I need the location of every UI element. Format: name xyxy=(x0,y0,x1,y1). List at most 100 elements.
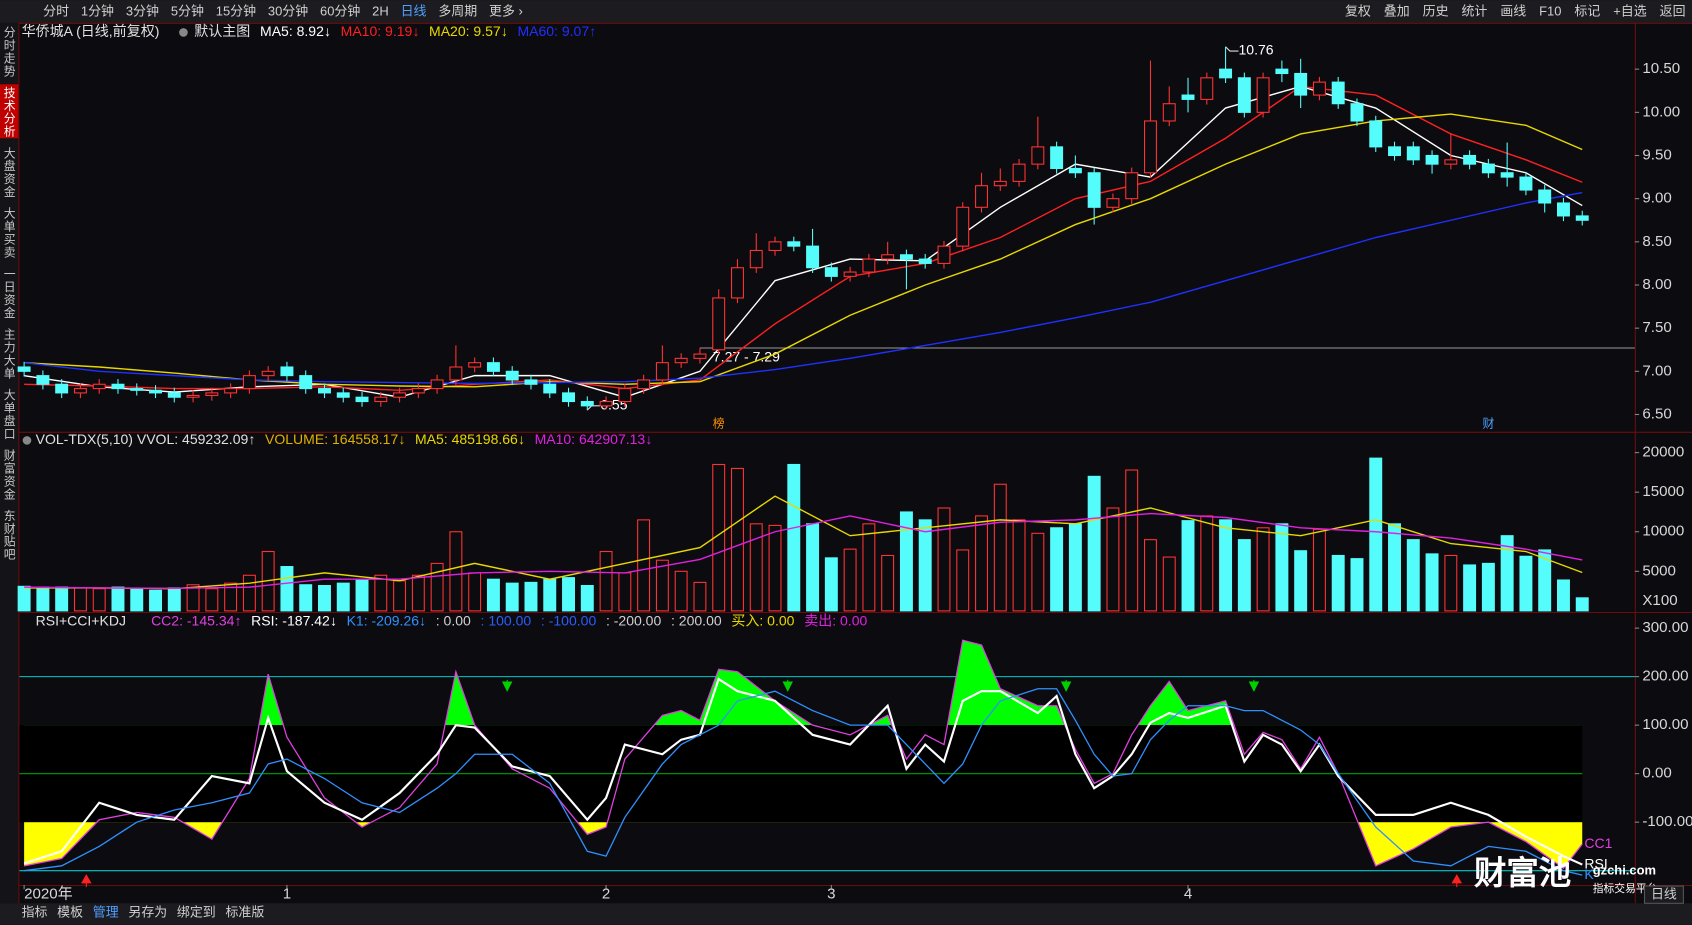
volume-bar xyxy=(599,550,613,612)
tool-button[interactable]: 画线 xyxy=(1500,3,1526,18)
y-tick-label: 20000 xyxy=(1642,444,1684,461)
bottom-tab[interactable]: 绑定到 xyxy=(177,904,216,919)
tool-button[interactable]: 返回 xyxy=(1660,3,1686,18)
y-tick-label: 300.00 xyxy=(1642,619,1688,636)
period-button[interactable]: 日线 xyxy=(401,3,427,18)
x-tick-label: 4 xyxy=(1184,886,1192,903)
candle-body xyxy=(881,254,895,260)
volume-bar xyxy=(712,463,726,612)
bottom-tab[interactable]: 指标 xyxy=(22,904,48,919)
bottom-tab[interactable]: 标准版 xyxy=(225,904,264,919)
volume-bar xyxy=(1012,519,1026,612)
volume-bar xyxy=(1219,519,1233,612)
tool-button[interactable]: F10 xyxy=(1539,3,1561,18)
sell-arrows xyxy=(501,679,1260,692)
volume-bar xyxy=(693,581,707,612)
volume-bar xyxy=(1144,539,1157,612)
candle-body xyxy=(242,375,256,390)
period-button[interactable]: 15分钟 xyxy=(216,3,256,18)
watermark-brand: 财富池 xyxy=(1474,855,1571,891)
candle-body xyxy=(1369,120,1383,148)
volume-bar xyxy=(1181,520,1195,612)
x-tick-label: 2 xyxy=(602,886,610,903)
volume-bar xyxy=(1125,469,1139,612)
sidebar-tab[interactable]: 财富资金 xyxy=(2,448,16,500)
level-label: : 200.00 xyxy=(671,612,722,628)
period-box[interactable] xyxy=(1643,885,1684,904)
sidebar-tab[interactable]: 大盘资金 xyxy=(2,146,16,198)
volume-title: VOL-TDX(5,10) VVOL: 459232.09↑ xyxy=(36,431,256,447)
period-button[interactable]: 更多 › xyxy=(489,3,523,18)
volume-bar xyxy=(449,531,463,612)
y-tick-label: 200.00 xyxy=(1642,668,1688,685)
sidebar-tab[interactable]: 一日资金 xyxy=(2,268,16,320)
period-label[interactable]: 日线 xyxy=(1651,887,1677,902)
candle-body xyxy=(92,383,106,390)
candle-body xyxy=(1500,172,1514,178)
menu-dot xyxy=(22,436,32,445)
tool-button[interactable]: 历史 xyxy=(1423,3,1449,18)
period-button[interactable]: 多周期 xyxy=(438,3,477,18)
tool-button[interactable]: 复权 xyxy=(1345,3,1371,18)
volume-bar xyxy=(956,549,970,612)
candle-body xyxy=(111,383,125,390)
watermark-tagline: 指标交易平台 xyxy=(1593,882,1658,895)
sidebar-tab[interactable]: 技术分析 xyxy=(2,86,16,138)
period-button[interactable]: 分时 xyxy=(43,3,69,18)
legend-entry: MA20: 9.57↓ xyxy=(429,23,508,39)
sidebar-tab[interactable]: 主力大单 xyxy=(2,328,16,380)
candle-body xyxy=(956,206,970,247)
tool-button[interactable]: 标记 xyxy=(1574,3,1600,18)
y-tick-label: 0.00 xyxy=(1642,765,1671,782)
volume-bar xyxy=(562,577,575,612)
volume-bar xyxy=(36,586,50,612)
candle-body xyxy=(993,180,1007,187)
candle-body xyxy=(731,267,744,299)
unit-label: X100 xyxy=(1642,592,1677,609)
candle-body xyxy=(1519,176,1533,191)
level-label: : -200.00 xyxy=(606,612,662,628)
sidebar-tab[interactable]: 东财贴吧 xyxy=(2,509,16,561)
y-tick-label: 8.00 xyxy=(1642,276,1671,293)
tool-button[interactable]: +自选 xyxy=(1613,3,1646,18)
volume-bar xyxy=(1500,535,1514,612)
volume-bar xyxy=(674,570,688,612)
period-button[interactable]: 5分钟 xyxy=(171,3,204,18)
candle-body xyxy=(1538,189,1552,204)
volume-bar xyxy=(1331,554,1345,612)
bottom-bar xyxy=(0,903,1692,925)
y-tick-label: 6.50 xyxy=(1642,405,1671,422)
cci-fill-low xyxy=(24,822,1583,869)
candle-body xyxy=(430,379,444,390)
y-tick-label: 9.50 xyxy=(1642,146,1671,163)
candle-body xyxy=(806,245,820,269)
bottom-tab[interactable]: 管理 xyxy=(93,904,119,919)
sidebar-tab[interactable]: 分时走势 xyxy=(2,26,16,78)
candle-body xyxy=(787,241,801,247)
bottom-tab[interactable]: 另存为 xyxy=(128,904,167,919)
sidebar-tab[interactable]: 大单买卖 xyxy=(2,207,16,259)
candle-body xyxy=(1181,94,1195,100)
signal-label: 卖出: 0.00 xyxy=(804,612,867,628)
volume-bar xyxy=(524,581,538,612)
candle-body xyxy=(655,362,669,381)
tool-button[interactable]: 叠加 xyxy=(1384,3,1410,18)
period-button[interactable]: 1分钟 xyxy=(81,3,114,18)
bottom-tab[interactable]: 模板 xyxy=(57,904,83,919)
legend-entry: K1: -209.26↓ xyxy=(347,612,426,628)
volume-bar xyxy=(1388,523,1401,612)
period-button[interactable]: 60分钟 xyxy=(320,3,360,18)
candle-body xyxy=(674,357,688,364)
candle-body xyxy=(1219,68,1233,79)
indicator-line xyxy=(24,688,1583,876)
watermark-site: gzchi.com xyxy=(1593,862,1656,877)
period-button[interactable]: 2H xyxy=(372,3,389,18)
period-button[interactable]: 3分钟 xyxy=(126,3,159,18)
y-tick-label: 9.00 xyxy=(1642,190,1671,207)
end-label: K xyxy=(1584,866,1594,882)
tool-button[interactable]: 统计 xyxy=(1461,3,1487,18)
period-button[interactable]: 30分钟 xyxy=(268,3,308,18)
sidebar-tab[interactable]: 大单盘口 xyxy=(2,388,16,440)
volume-bar xyxy=(318,585,331,612)
candle-body xyxy=(1425,154,1439,165)
